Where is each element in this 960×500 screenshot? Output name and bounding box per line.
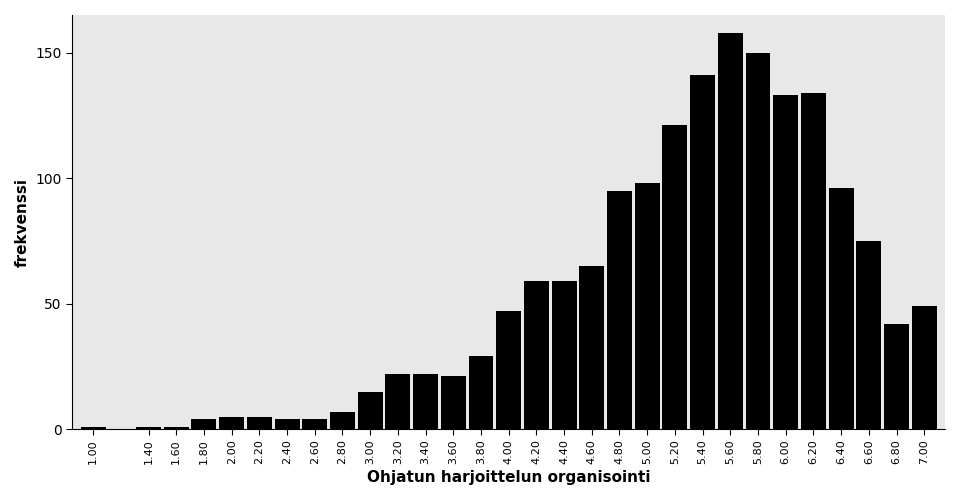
Bar [524,281,549,429]
Bar [496,311,521,429]
Bar [275,419,300,429]
Bar [773,96,798,429]
Bar [385,374,410,429]
Bar [662,126,687,429]
Bar [801,93,826,429]
Bar [164,426,189,429]
Bar [912,306,937,429]
Bar [81,426,106,429]
Bar [441,376,466,429]
Bar [247,416,272,429]
Bar [635,183,660,429]
Bar [856,241,881,429]
Bar [718,32,743,429]
Bar [136,426,161,429]
Bar [413,374,438,429]
Bar [690,75,715,429]
Bar [884,324,909,429]
Bar [828,188,853,429]
Bar [219,416,244,429]
Bar [552,281,577,429]
Y-axis label: frekvenssi: frekvenssi [15,178,30,266]
Bar [746,52,771,429]
Bar [302,419,327,429]
Bar [607,190,632,429]
X-axis label: Ohjatun harjoittelun organisointi: Ohjatun harjoittelun organisointi [367,470,651,485]
Bar [468,356,493,429]
Bar [358,392,383,429]
Bar [330,412,355,429]
Bar [191,419,216,429]
Bar [579,266,604,429]
